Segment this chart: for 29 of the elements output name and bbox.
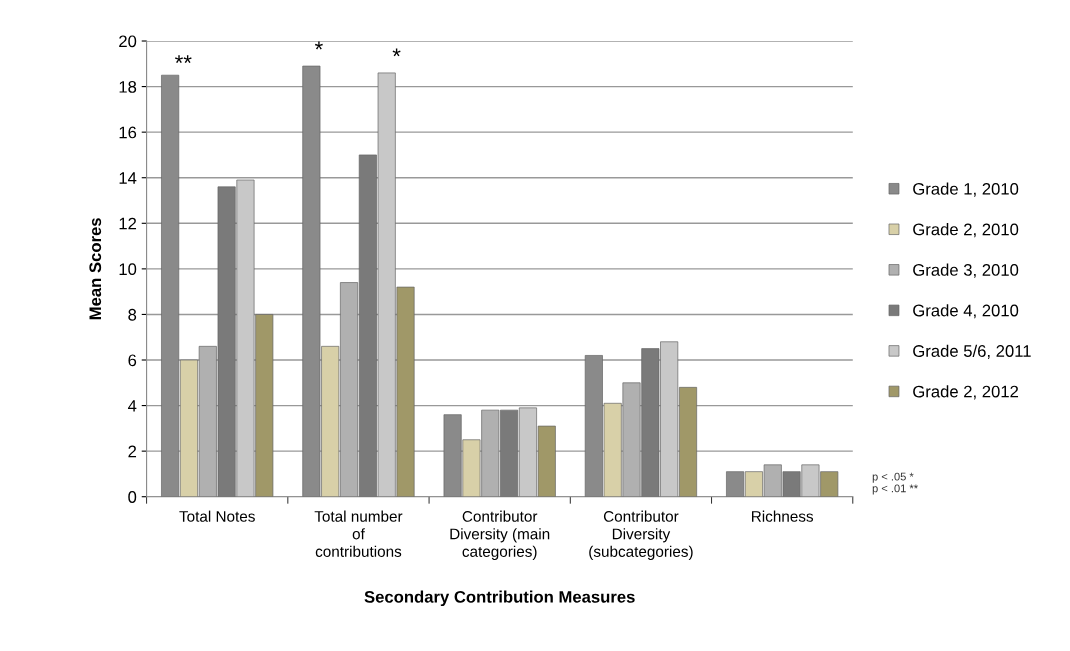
text: p < .05 * [872, 472, 914, 483]
y-tick-label: 18 [119, 80, 137, 93]
y-tick-label: 0 [128, 491, 137, 503]
y-tick-label: 6 [128, 354, 137, 367]
legend-label: Grade 4, 2010 [913, 304, 1019, 319]
x-tick-label: Contributor Diversity (main categories) [450, 510, 550, 560]
legend-label: Grade 2, 2012 [913, 385, 1019, 400]
y-axis-title: Mean Scores [89, 218, 102, 320]
y-tick-label: 2 [128, 445, 137, 458]
annotation: * [392, 48, 401, 57]
x-tick-label: Total number of contributions [314, 510, 403, 557]
legend-label: Grade 3, 2010 [913, 263, 1019, 278]
y-tick-label: 14 [119, 172, 137, 184]
legend-label: Grade 1, 2010 [913, 182, 1019, 197]
x-axis-title: Secondary Contribution Measures [364, 590, 635, 607]
x-tick-label: Total Notes [179, 510, 255, 522]
y-tick-label: 16 [119, 126, 137, 139]
y-tick-label: 4 [127, 400, 137, 412]
x-tick-label: Richness [752, 510, 814, 522]
y-tick-label: 8 [128, 308, 137, 321]
annotation: ** [175, 55, 192, 64]
x-tick-label: Contributor Diversity (subcategories) [589, 510, 693, 560]
y-tick-label: 10 [119, 263, 137, 276]
y-tick-label: 12 [119, 217, 137, 230]
legend-label: Grade 5/6, 2011 [913, 344, 1031, 359]
annotation: * [314, 41, 323, 50]
legend-label: Grade 2, 2010 [913, 223, 1019, 238]
text: p < .01 ** [872, 484, 918, 495]
y-tick-label: 20 [119, 35, 137, 48]
